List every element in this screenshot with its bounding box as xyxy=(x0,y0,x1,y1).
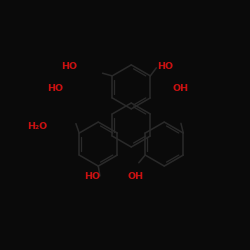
Text: HO: HO xyxy=(48,84,64,93)
Text: HO: HO xyxy=(62,62,78,71)
Text: OH: OH xyxy=(172,84,189,93)
Text: HO: HO xyxy=(84,172,100,181)
Text: H₂O: H₂O xyxy=(27,122,47,131)
Text: HO: HO xyxy=(158,62,174,71)
Text: OH: OH xyxy=(128,172,144,181)
